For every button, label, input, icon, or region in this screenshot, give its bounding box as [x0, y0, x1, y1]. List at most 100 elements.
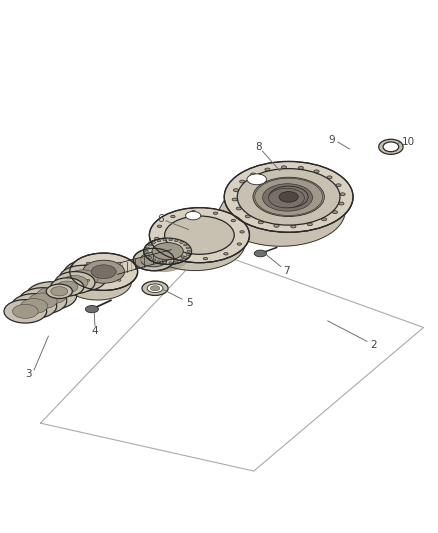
Ellipse shape — [265, 168, 270, 171]
Text: 2: 2 — [370, 340, 377, 350]
Ellipse shape — [340, 193, 345, 196]
Ellipse shape — [169, 239, 173, 241]
Ellipse shape — [148, 256, 152, 259]
Ellipse shape — [186, 247, 190, 249]
Ellipse shape — [145, 251, 148, 252]
Ellipse shape — [321, 218, 327, 221]
Ellipse shape — [64, 259, 117, 289]
Ellipse shape — [291, 225, 296, 228]
Ellipse shape — [86, 279, 90, 281]
Ellipse shape — [152, 259, 155, 261]
Ellipse shape — [133, 248, 174, 271]
Text: 5: 5 — [186, 298, 193, 309]
Ellipse shape — [255, 178, 322, 215]
Ellipse shape — [36, 287, 67, 304]
Polygon shape — [140, 253, 191, 271]
Ellipse shape — [57, 281, 78, 293]
Text: 6: 6 — [157, 214, 163, 224]
Ellipse shape — [171, 215, 175, 217]
Ellipse shape — [21, 298, 48, 313]
Ellipse shape — [269, 186, 308, 208]
Ellipse shape — [55, 272, 95, 294]
Ellipse shape — [165, 216, 234, 254]
Ellipse shape — [184, 244, 187, 246]
Ellipse shape — [83, 260, 124, 283]
Ellipse shape — [237, 243, 241, 245]
Text: 3: 3 — [25, 369, 32, 379]
Ellipse shape — [224, 161, 353, 232]
Polygon shape — [217, 200, 353, 246]
Ellipse shape — [332, 211, 338, 214]
Text: 10: 10 — [402, 138, 415, 148]
Ellipse shape — [19, 288, 67, 314]
Text: 7: 7 — [283, 266, 290, 276]
Ellipse shape — [46, 284, 72, 298]
Ellipse shape — [253, 177, 324, 216]
Ellipse shape — [91, 265, 116, 279]
Ellipse shape — [231, 220, 236, 222]
Ellipse shape — [67, 270, 98, 287]
Ellipse shape — [327, 176, 332, 179]
Ellipse shape — [314, 170, 319, 173]
Ellipse shape — [281, 166, 286, 168]
Ellipse shape — [254, 250, 266, 257]
Ellipse shape — [245, 215, 251, 218]
Ellipse shape — [117, 262, 121, 264]
Ellipse shape — [59, 265, 106, 291]
Ellipse shape — [4, 300, 47, 323]
Text: 8: 8 — [255, 142, 261, 152]
Text: 4: 4 — [92, 326, 98, 336]
Ellipse shape — [149, 208, 250, 263]
Ellipse shape — [191, 211, 196, 213]
Ellipse shape — [26, 282, 77, 310]
Ellipse shape — [13, 304, 38, 318]
Ellipse shape — [142, 281, 168, 295]
Ellipse shape — [51, 287, 68, 296]
Ellipse shape — [148, 244, 152, 246]
Ellipse shape — [180, 241, 183, 244]
Ellipse shape — [186, 254, 190, 255]
Ellipse shape — [213, 212, 218, 214]
Ellipse shape — [379, 139, 403, 155]
Ellipse shape — [62, 276, 88, 290]
Ellipse shape — [169, 262, 173, 264]
Ellipse shape — [147, 284, 163, 293]
Ellipse shape — [152, 241, 155, 244]
Ellipse shape — [50, 278, 84, 296]
Ellipse shape — [175, 240, 178, 241]
Ellipse shape — [251, 173, 256, 176]
Ellipse shape — [298, 166, 304, 169]
Ellipse shape — [152, 243, 184, 260]
Ellipse shape — [181, 256, 185, 259]
Text: 9: 9 — [329, 135, 336, 146]
Ellipse shape — [383, 142, 399, 152]
Ellipse shape — [155, 237, 159, 240]
Ellipse shape — [236, 207, 241, 210]
Ellipse shape — [186, 212, 201, 220]
Ellipse shape — [247, 174, 267, 185]
Ellipse shape — [240, 231, 244, 233]
Ellipse shape — [274, 224, 279, 227]
Ellipse shape — [163, 262, 166, 264]
Ellipse shape — [70, 253, 138, 290]
Ellipse shape — [258, 221, 263, 224]
Ellipse shape — [157, 261, 161, 263]
Ellipse shape — [233, 189, 239, 191]
Ellipse shape — [336, 184, 341, 187]
Ellipse shape — [224, 253, 228, 255]
Ellipse shape — [117, 279, 121, 281]
Ellipse shape — [240, 180, 245, 183]
Ellipse shape — [141, 252, 167, 267]
Ellipse shape — [175, 261, 178, 263]
Ellipse shape — [203, 257, 208, 260]
Polygon shape — [146, 235, 250, 271]
Ellipse shape — [146, 247, 149, 249]
Ellipse shape — [268, 188, 304, 208]
Ellipse shape — [150, 286, 160, 291]
Ellipse shape — [279, 191, 298, 202]
Ellipse shape — [232, 198, 237, 201]
Ellipse shape — [307, 223, 312, 225]
Polygon shape — [117, 249, 171, 274]
Ellipse shape — [237, 168, 340, 225]
Ellipse shape — [86, 262, 90, 264]
